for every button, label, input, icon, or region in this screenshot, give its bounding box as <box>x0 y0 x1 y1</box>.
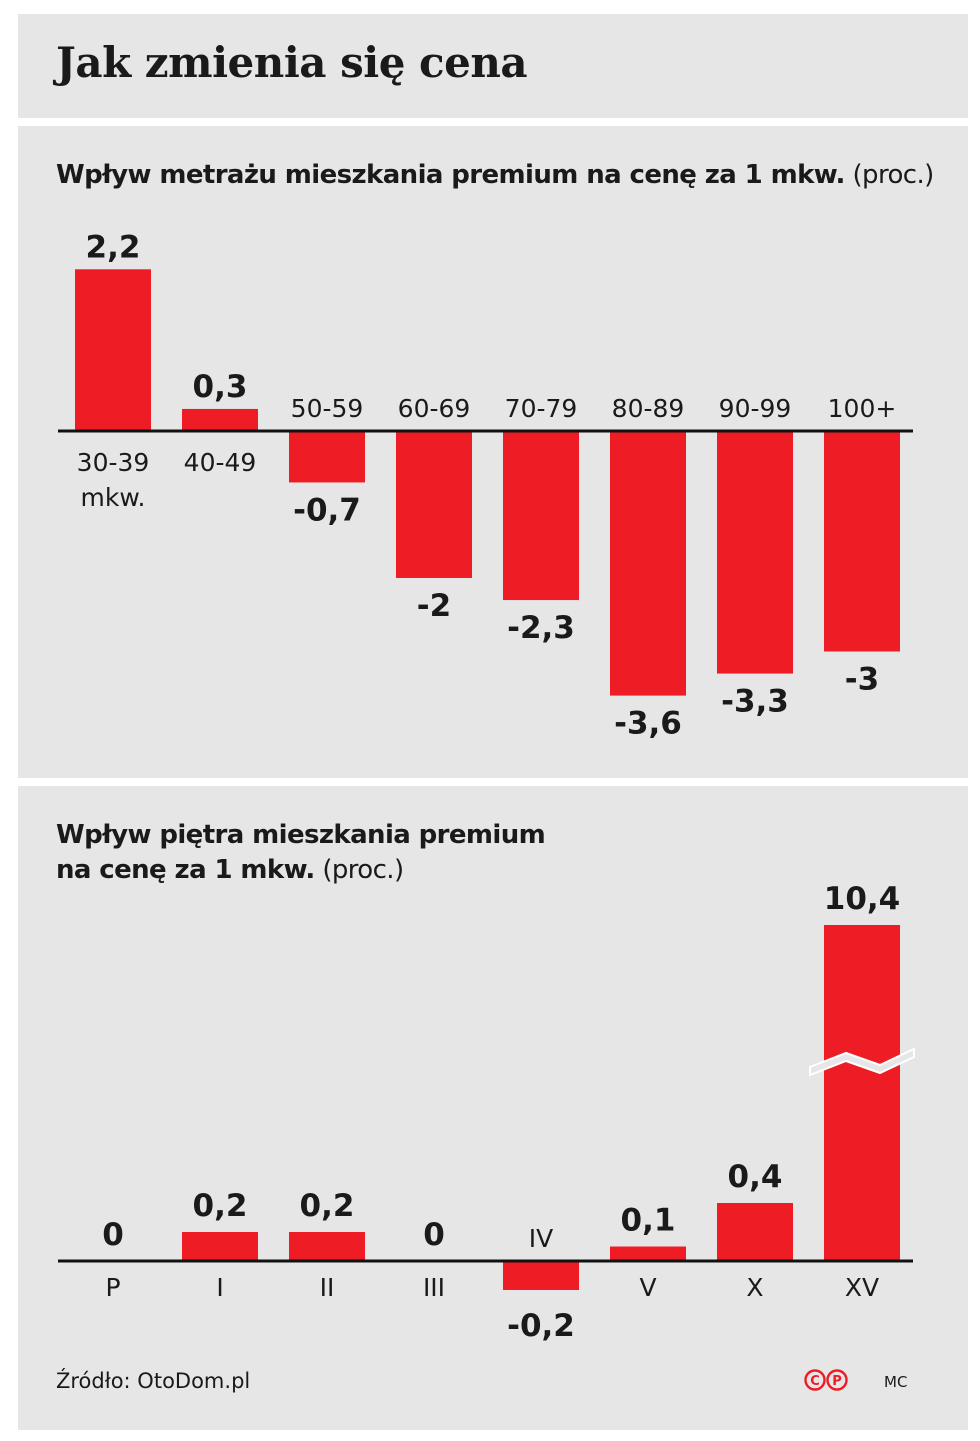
value-label-floor-IV: -0,2 <box>507 1308 575 1344</box>
value-label-floor-X: 0,4 <box>728 1159 783 1195</box>
category-label-area-60-69: 60-69 <box>398 394 471 423</box>
bar-area-100+ <box>824 431 900 652</box>
bar-area-80-89 <box>610 431 686 696</box>
category-label-area-90-99: 90-99 <box>719 394 792 423</box>
bar-area-40-49 <box>182 408 258 431</box>
category-label-area-70-79: 70-79 <box>505 394 578 423</box>
category-label-floor-III: III <box>423 1273 445 1302</box>
value-label-area-70-79: -2,3 <box>507 610 575 646</box>
bar-floor-X <box>717 1203 793 1261</box>
axis-break-icon <box>809 1047 915 1077</box>
chart-area-size-title: Wpływ metrażu mieszkania premium na cenę… <box>56 158 934 193</box>
value-label-area-30-39: 2,2 <box>86 229 141 265</box>
author-initials: MC <box>884 1373 908 1391</box>
bar-area-70-79 <box>503 431 579 601</box>
chart-floor-title-unit: (proc.) <box>322 855 404 885</box>
chart-area-size-title-text: Wpływ metrażu mieszkania premium na cenę… <box>56 160 845 190</box>
category-label-floor-P: P <box>105 1273 120 1302</box>
bar-floor-IV <box>503 1261 579 1290</box>
title-panel: Jak zmienia się cena <box>18 14 968 118</box>
bar-floor-XV <box>824 925 900 1261</box>
category-label-area-30-39: 30-39 <box>77 448 150 477</box>
category-label-floor-V: V <box>639 1273 656 1302</box>
chart-area-size-title-unit: (proc.) <box>852 160 935 190</box>
value-label-floor-II: 0,2 <box>300 1188 355 1224</box>
value-label-floor-XV: 10,4 <box>824 881 901 917</box>
category-label-floor-IV: IV <box>529 1224 553 1253</box>
bar-floor-II <box>289 1232 365 1261</box>
chart-floor-title-line1: Wpływ piętra mieszkania premium <box>56 820 546 850</box>
bar-floor-I <box>182 1232 258 1261</box>
category-label-area-40-49: 40-49 <box>184 448 257 477</box>
value-label-floor-P: 0 <box>102 1217 124 1253</box>
page-title: Jak zmienia się cena <box>56 38 528 87</box>
svg-text:C: C <box>810 1374 820 1389</box>
chart-floor-plot: 0 P 0,2 I 0,2 II 0 III -0,2 IV 0,1 V 0,4 X 10,4 XV <box>58 881 915 1344</box>
bar-area-60-69 <box>396 431 472 578</box>
bar-area-50-59 <box>289 431 365 483</box>
chart-floor-panel: Wpływ piętra mieszkania premium na cenę z… <box>18 786 968 1430</box>
category-label-floor-I: I <box>216 1273 223 1302</box>
source-note: Źródło: OtoDom.pl <box>56 1369 251 1393</box>
value-label-area-90-99: -3,3 <box>721 684 789 720</box>
svg-text:P: P <box>832 1374 842 1389</box>
category-label-floor-X: X <box>746 1273 763 1302</box>
value-label-floor-V: 0,1 <box>621 1203 676 1239</box>
value-label-area-80-89: -3,6 <box>614 706 682 742</box>
value-label-area-40-49: 0,3 <box>193 369 248 405</box>
chart-area-size-plot: 2,2 30-39 0,3 40-49 -0,7 50-59 -2 60-69 -2,3 70-7… <box>58 229 913 742</box>
category-label-area-80-89: 80-89 <box>612 394 685 423</box>
value-label-area-50-59: -0,7 <box>293 492 361 528</box>
chart-floor-title: Wpływ piętra mieszkania premium na cenę z… <box>56 818 546 888</box>
category-label-area-50-59: 50-59 <box>291 394 364 423</box>
bar-floor-V <box>610 1246 686 1261</box>
category-label-area-100+: 100+ <box>828 394 897 423</box>
chart-floor-title-line2: na cenę za 1 mkw. <box>56 855 315 885</box>
category-label-floor-II: II <box>320 1273 335 1302</box>
value-label-floor-I: 0,2 <box>193 1188 248 1224</box>
category-unit-label: mkw. <box>81 483 146 512</box>
value-label-area-100+: -3 <box>845 662 879 698</box>
category-label-floor-XV: XV <box>845 1273 879 1302</box>
cp-logo-icon: C P <box>804 1369 848 1391</box>
bar-area-30-39 <box>75 269 151 431</box>
chart-area-size-panel: Wpływ metrażu mieszkania premium na cenę… <box>18 126 968 778</box>
value-label-floor-III: 0 <box>423 1217 445 1253</box>
value-label-area-60-69: -2 <box>417 588 451 624</box>
bar-area-90-99 <box>717 431 793 674</box>
